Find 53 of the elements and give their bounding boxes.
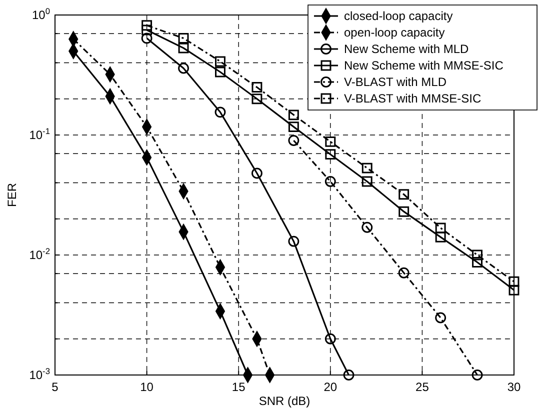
point [472, 257, 482, 268]
point [251, 168, 262, 179]
y-tick-label: 10$^{0}$ [32, 6, 50, 22]
point [288, 236, 300, 247]
point [435, 312, 446, 324]
point [252, 94, 262, 104]
point [178, 33, 189, 44]
point [178, 42, 189, 54]
point [472, 250, 482, 260]
x-tick-label: 10 [140, 380, 154, 394]
legend-label: V-BLAST with MMSE-SIC [344, 92, 482, 106]
y-axis-title: FER [5, 182, 19, 207]
point [288, 135, 300, 146]
point [142, 20, 152, 31]
point [325, 149, 336, 160]
y-tick-label: 10$^{-2}$ [29, 246, 50, 262]
x-tick-label: 30 [507, 380, 521, 394]
point [141, 32, 152, 44]
point [508, 284, 520, 296]
legend-label: open-loop capacity [344, 26, 445, 40]
point [472, 370, 483, 380]
point [214, 106, 226, 118]
point [398, 267, 410, 278]
point [324, 176, 336, 187]
x-tick-label: 25 [416, 380, 430, 394]
point [435, 222, 446, 234]
point [343, 370, 354, 380]
point [142, 24, 152, 36]
point [288, 122, 299, 132]
x-tick-label: 15 [232, 380, 246, 394]
y-tick-label: 10$^{-3}$ [29, 366, 50, 382]
point [178, 62, 189, 74]
point [215, 56, 226, 67]
point [398, 206, 410, 217]
legend-label: closed-loop capacity [344, 9, 453, 24]
y-tick-label: 10$^{-1}$ [29, 126, 50, 142]
legend-label: New Scheme with MLD [344, 42, 470, 56]
point [362, 162, 372, 174]
x-axis-title: SNR (dB) [258, 394, 310, 408]
legend-label: V-BLAST with MLD [344, 75, 447, 90]
point [288, 110, 299, 120]
point [362, 176, 372, 187]
legend-label: New Scheme with MMSE-SIC [344, 58, 504, 73]
point [398, 189, 410, 200]
point [215, 66, 226, 78]
point [324, 333, 336, 344]
point [252, 82, 262, 92]
point [325, 136, 336, 147]
point [508, 276, 520, 287]
x-tick-label: 20 [324, 380, 338, 394]
point [435, 232, 446, 242]
x-tick-label: 5 [52, 380, 59, 394]
point [362, 222, 373, 233]
